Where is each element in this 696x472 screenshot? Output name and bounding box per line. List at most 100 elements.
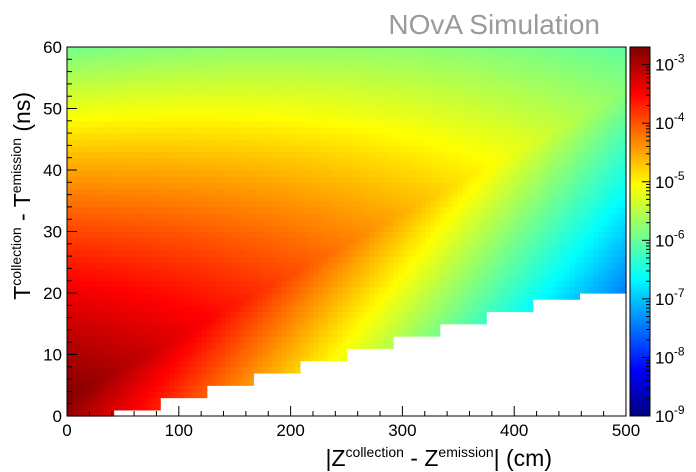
heatmap-cell	[206, 268, 213, 276]
heatmap-cell	[346, 157, 352, 165]
heatmap-cell	[285, 77, 292, 85]
heatmap-cell	[481, 77, 487, 85]
heatmap-cell	[248, 90, 254, 97]
heatmap-cell	[225, 200, 231, 208]
heatmap-cell	[90, 65, 96, 73]
heatmap-cell	[174, 145, 180, 153]
heatmap-cell	[421, 65, 427, 73]
heatmap-cell	[206, 348, 213, 356]
heatmap-cell	[244, 311, 250, 319]
heatmap-cell	[281, 114, 287, 122]
heatmap-cell	[67, 126, 73, 134]
heatmap-cell	[337, 329, 343, 337]
heatmap-cell	[239, 280, 245, 288]
heatmap-cell	[365, 249, 371, 257]
heatmap-cell	[267, 71, 273, 79]
heatmap-cell	[341, 213, 348, 220]
heatmap-cell	[462, 83, 469, 91]
heatmap-cell	[118, 96, 124, 103]
heatmap-cell	[462, 145, 469, 153]
heatmap-cell	[155, 256, 161, 263]
heatmap-cell	[374, 170, 380, 177]
heatmap-cell	[188, 65, 194, 73]
heatmap-cell	[467, 139, 473, 146]
heatmap-cell	[341, 133, 348, 140]
heatmap-cell	[174, 108, 180, 116]
heatmap-cell	[202, 114, 208, 122]
heatmap-cell	[267, 286, 273, 294]
heatmap-cell	[239, 114, 245, 122]
heatmap-cell	[360, 182, 366, 190]
heatmap-cell	[118, 126, 124, 134]
heatmap-cell	[211, 305, 217, 313]
heatmap-cell	[495, 90, 501, 97]
heatmap-cell	[188, 243, 194, 251]
heatmap-cell	[206, 256, 213, 263]
heatmap-cell	[262, 139, 268, 146]
heatmap-cell	[150, 336, 157, 343]
heatmap-cell	[94, 219, 101, 226]
heatmap-cell	[458, 77, 464, 85]
heatmap-cell	[80, 90, 87, 97]
heatmap-cell	[225, 145, 231, 153]
heatmap-cell	[85, 317, 91, 325]
heatmap-cell	[248, 194, 254, 202]
heatmap-cell	[504, 194, 511, 202]
heatmap-cell	[369, 200, 376, 208]
heatmap-cell	[202, 71, 208, 79]
heatmap-cell	[448, 286, 455, 294]
heatmap-cell	[220, 133, 226, 140]
heatmap-cell	[71, 120, 77, 128]
heatmap-cell	[416, 83, 422, 91]
heatmap-cell	[183, 53, 189, 60]
heatmap-cell	[430, 83, 436, 91]
heatmap-cell	[421, 151, 427, 159]
heatmap-cell	[504, 96, 511, 103]
heatmap-cell	[360, 108, 366, 116]
heatmap-cell	[490, 65, 497, 73]
heatmap-cell	[202, 90, 208, 97]
heatmap-cell	[341, 268, 348, 276]
heatmap-cell	[341, 225, 348, 233]
heatmap-cell	[383, 194, 390, 202]
heatmap-cell	[290, 157, 296, 165]
heatmap-cell	[94, 139, 101, 146]
heatmap-cell	[234, 96, 240, 103]
heatmap-cell	[136, 120, 143, 128]
heatmap-cell	[388, 305, 394, 313]
heatmap-cell	[393, 225, 399, 233]
heatmap-cell	[85, 71, 91, 79]
heatmap-cell	[136, 360, 143, 368]
heatmap-cell	[211, 280, 217, 288]
heatmap-cell	[309, 249, 315, 257]
heatmap-cell	[318, 280, 324, 288]
heatmap-cell	[397, 280, 403, 288]
heatmap-cell	[448, 274, 455, 282]
heatmap-cell	[313, 268, 320, 276]
heatmap-cell	[155, 342, 161, 349]
heatmap-cell	[346, 145, 352, 153]
heatmap-cell	[500, 293, 506, 300]
heatmap-cell	[67, 83, 73, 91]
heatmap-cell	[369, 268, 376, 276]
heatmap-cell	[467, 311, 473, 319]
heatmap-cell	[94, 157, 101, 165]
heatmap-cell	[202, 145, 208, 153]
heatmap-cell	[122, 96, 129, 103]
heatmap-cell	[132, 348, 138, 356]
heatmap-cell	[141, 348, 147, 356]
heatmap-cell	[248, 213, 254, 220]
heatmap-cell	[467, 213, 473, 220]
heatmap-cell	[108, 286, 115, 294]
heatmap-cell	[444, 145, 450, 153]
heatmap-cell	[327, 77, 334, 85]
heatmap-cell	[495, 120, 501, 128]
heatmap-cell	[80, 200, 87, 208]
heatmap-cell	[108, 360, 115, 368]
heatmap-cell	[136, 102, 143, 110]
heatmap-cell	[220, 379, 226, 386]
heatmap-cell	[192, 170, 199, 177]
heatmap-cell	[225, 348, 231, 356]
heatmap-cell	[416, 268, 422, 276]
heatmap-cell	[337, 299, 343, 306]
